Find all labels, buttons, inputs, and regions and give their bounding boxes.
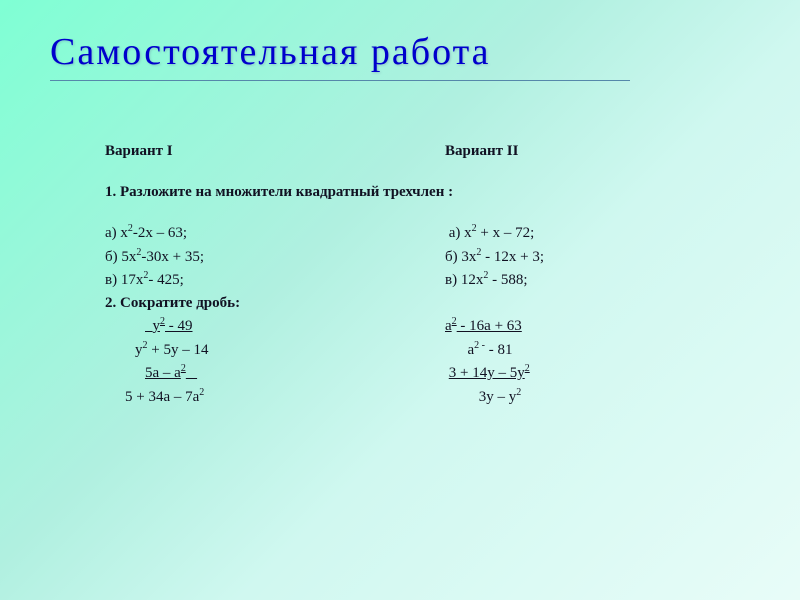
frac-row-3: 5а – а2 3 + 14у – 5у2 [105, 361, 705, 385]
frac-row-4: 5 + 34а – 7а2 3у – у2 [105, 385, 705, 409]
v1-item-a: а) х2-2х – 63; [105, 221, 405, 245]
variants-row: Вариант I Вариант II [105, 140, 705, 163]
v1-frac-den-1: у2 + 5у – 14 [105, 338, 405, 362]
v2-item-c: в) 12х2 - 588; [405, 268, 705, 292]
v1-frac-num-2: 5а – а2 [105, 361, 405, 385]
row-b: б) 5х2-30х + 35; б) 3х2 - 12х + 3; [105, 245, 705, 269]
v2-frac-den-2: 3у – у2 [405, 385, 705, 409]
v1-frac-den-2: 5 + 34а – 7а2 [105, 385, 405, 409]
v2-frac-num-1: а2 - 16а + 63 [405, 314, 705, 338]
task-1-title: 1. Разложите на множители квадратный тре… [105, 181, 705, 204]
v1-frac-num-1: у2 - 49 [105, 314, 405, 338]
task-2-title: 2. Сократите дробь: [105, 292, 705, 315]
v2-frac-den-1: а2 - - 81 [405, 338, 705, 362]
frac-row-1: у2 - 49 а2 - 16а + 63 [105, 314, 705, 338]
v1-item-b: б) 5х2-30х + 35; [105, 245, 405, 269]
variant-1-label: Вариант I [105, 140, 405, 163]
v2-frac-num-2: 3 + 14у – 5у2 [405, 361, 705, 385]
variant-2-label: Вариант II [405, 140, 705, 163]
frac-row-2: у2 + 5у – 14 а2 - - 81 [105, 338, 705, 362]
v2-item-b: б) 3х2 - 12х + 3; [405, 245, 705, 269]
v1-item-c: в) 17х2- 425; [105, 268, 405, 292]
row-a: а) х2-2х – 63; а) х2 + х – 72; [105, 221, 705, 245]
v2-item-a: а) х2 + х – 72; [405, 221, 705, 245]
slide-title: Самостоятельная работа [50, 30, 491, 74]
row-c: в) 17х2- 425; в) 12х2 - 588; [105, 268, 705, 292]
content-area: Вариант I Вариант II 1. Разложите на мно… [105, 140, 705, 408]
title-underline [50, 80, 630, 81]
